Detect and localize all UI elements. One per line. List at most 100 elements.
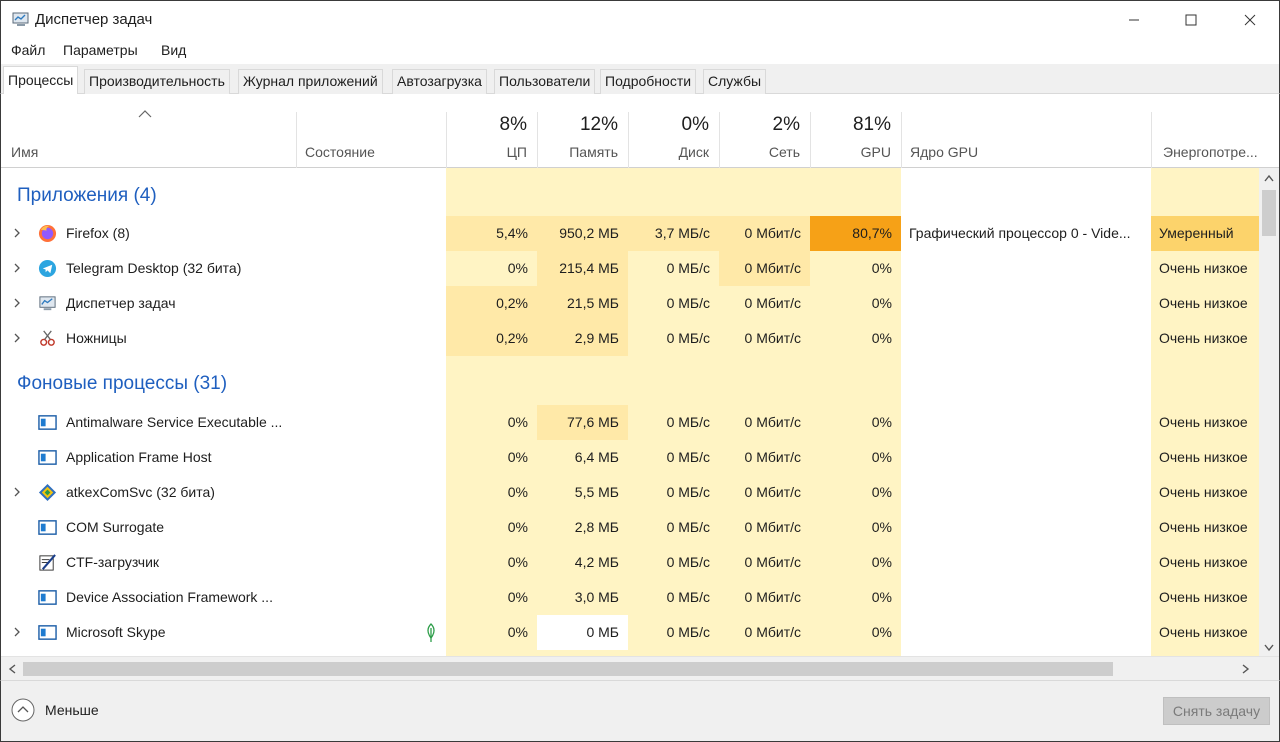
disk-value: 0 МБ/с — [666, 519, 710, 535]
group-apps-title[interactable]: Приложения (4) — [17, 185, 157, 206]
column-status[interactable]: Состояние — [296, 112, 446, 168]
menu-view[interactable]: Вид — [161, 42, 187, 58]
vertical-scroll-thumb[interactable] — [1262, 190, 1276, 236]
table-row[interactable]: Telegram Desktop (32 бита) 0% 215,4 МБ 0… — [1, 251, 1259, 286]
network-value: 0 Мбит/с — [719, 251, 810, 286]
disk-value: 0 МБ/с — [666, 554, 710, 570]
sort-up-icon[interactable] — [138, 110, 152, 118]
network-value: 0 Мбит/с — [744, 414, 801, 430]
column-disk[interactable]: 0% Диск — [628, 112, 719, 168]
column-memory[interactable]: 12% Память — [537, 112, 628, 168]
menu-file[interactable]: Файл — [11, 42, 46, 58]
chevron-right-icon[interactable] — [11, 486, 23, 498]
fewer-details-button[interactable]: Меньше — [11, 698, 99, 722]
table-row[interactable]: CTF-загрузчик 0% 4,2 МБ 0 МБ/с 0 Мбит/с … — [1, 545, 1259, 580]
scroll-up-icon[interactable] — [1264, 174, 1274, 182]
memory-value: 4,2 МБ — [574, 554, 619, 570]
window-title: Диспетчер задач — [35, 11, 153, 28]
group-background-title[interactable]: Фоновые процессы (31) — [17, 373, 228, 394]
telegram-icon — [38, 259, 57, 278]
power-value: Очень низкое — [1159, 260, 1248, 276]
gpu-value: 0% — [871, 449, 892, 465]
chevron-right-icon[interactable] — [11, 626, 23, 638]
gpu-value: 0% — [871, 414, 892, 430]
cpu-value: 0% — [507, 260, 528, 276]
disk-value: 0 МБ/с — [666, 260, 710, 276]
gpu-value: 0% — [871, 624, 892, 640]
table-row[interactable]: Application Frame Host 0% 6,4 МБ 0 МБ/с … — [1, 440, 1259, 475]
service-window-icon — [38, 590, 57, 605]
scroll-right-icon[interactable] — [1242, 664, 1250, 674]
tab-startup[interactable]: Автозагрузка — [392, 69, 487, 94]
column-network[interactable]: 2% Сеть — [719, 112, 810, 168]
memory-value: 950,2 МБ — [537, 216, 628, 251]
horizontal-scroll-thumb[interactable] — [23, 662, 1113, 676]
power-value: Очень низкое — [1159, 330, 1248, 346]
tab-app-history[interactable]: Журнал приложений — [238, 69, 383, 94]
disk-value: 0 МБ/с — [666, 295, 710, 311]
column-name[interactable]: Имя — [11, 144, 39, 160]
maximize-button[interactable] — [1168, 1, 1214, 38]
collapse-up-icon — [11, 698, 35, 722]
disk-value: 0 МБ/с — [666, 449, 710, 465]
task-manager-icon — [12, 12, 29, 26]
chevron-right-icon[interactable] — [11, 297, 23, 309]
table-row[interactable]: Диспетчер задач 0,2% 21,5 МБ 0 МБ/с 0 Мб… — [1, 286, 1259, 321]
service-window-icon — [38, 415, 57, 430]
menu-options[interactable]: Параметры — [63, 42, 138, 58]
tab-performance[interactable]: Производительность — [84, 69, 230, 94]
table-row[interactable]: Microsoft Skype 0% 0 МБ 0 МБ/с 0 Мбит/с … — [1, 615, 1259, 650]
cpu-value: 0% — [507, 624, 528, 640]
column-power-usage[interactable]: Энергопотре... — [1151, 112, 1279, 168]
chevron-right-icon[interactable] — [11, 332, 23, 344]
process-name: Диспетчер задач — [66, 295, 176, 311]
cpu-value: 0,2% — [446, 321, 537, 356]
end-task-button[interactable]: Снять задачу — [1163, 697, 1270, 725]
column-header: Имя Состояние 8% ЦП 12% Память 0% Диск 2… — [1, 94, 1279, 168]
memory-value: 2,9 МБ — [537, 321, 628, 356]
chevron-right-icon[interactable] — [11, 262, 23, 274]
gpu-value: 0% — [871, 295, 892, 311]
power-value: Очень низкое — [1159, 589, 1248, 605]
memory-value: 21,5 МБ — [537, 286, 628, 321]
column-gpu[interactable]: 81% GPU — [810, 112, 901, 168]
chevron-right-icon[interactable] — [11, 227, 23, 239]
close-button[interactable] — [1227, 1, 1273, 38]
tab-details[interactable]: Подробности — [600, 69, 697, 94]
process-list: Имя Состояние 8% ЦП 12% Память 0% Диск 2… — [0, 94, 1280, 680]
gpu-value: 80,7% — [810, 216, 901, 251]
power-value: Очень низкое — [1159, 624, 1248, 640]
power-value: Очень низкое — [1159, 295, 1248, 311]
table-row[interactable]: Antimalware Service Executable ... 0% 77… — [1, 405, 1259, 440]
tab-services[interactable]: Службы — [703, 69, 767, 94]
disk-value: 0 МБ/с — [666, 484, 710, 500]
horizontal-scrollbar[interactable] — [1, 656, 1279, 680]
column-cpu[interactable]: 8% ЦП — [446, 112, 537, 168]
vertical-scrollbar[interactable] — [1259, 168, 1279, 662]
table-row[interactable]: Ножницы 0,2% 2,9 МБ 0 МБ/с 0 Мбит/с 0% О… — [1, 321, 1259, 356]
network-value: 0 Мбит/с — [744, 449, 801, 465]
footer: Меньше Снять задачу — [0, 680, 1280, 742]
scroll-down-icon[interactable] — [1264, 644, 1274, 652]
minimize-button[interactable] — [1111, 1, 1157, 38]
memory-value: 6,4 МБ — [574, 449, 619, 465]
cpu-value: 0,2% — [446, 286, 537, 321]
gpu-value: 0% — [871, 330, 892, 346]
process-name: Microsoft Skype — [66, 624, 166, 640]
table-row[interactable]: COM Surrogate 0% 2,8 МБ 0 МБ/с 0 Мбит/с … — [1, 510, 1259, 545]
asus-diamond-icon — [38, 483, 57, 502]
column-gpu-engine[interactable]: Ядро GPU — [901, 112, 1151, 168]
table-row[interactable]: Firefox (8) 5,4% 950,2 МБ 3,7 МБ/с 0 Мби… — [1, 216, 1259, 251]
table-row[interactable]: atkexComSvc (32 бита) 0% 5,5 МБ 0 МБ/с 0… — [1, 475, 1259, 510]
memory-value: 3,0 МБ — [574, 589, 619, 605]
table-row[interactable]: Device Association Framework ... 0% 3,0 … — [1, 580, 1259, 615]
tab-users[interactable]: Пользователи — [494, 69, 596, 94]
tab-processes[interactable]: Процессы — [3, 66, 79, 95]
close-icon — [1244, 14, 1256, 25]
cpu-value: 0% — [507, 554, 528, 570]
network-value: 0 Мбит/с — [744, 589, 801, 605]
cpu-value: 5,4% — [446, 216, 537, 251]
gpu-value: 0% — [871, 519, 892, 535]
scroll-left-icon[interactable] — [8, 664, 16, 674]
service-window-icon — [38, 625, 57, 640]
